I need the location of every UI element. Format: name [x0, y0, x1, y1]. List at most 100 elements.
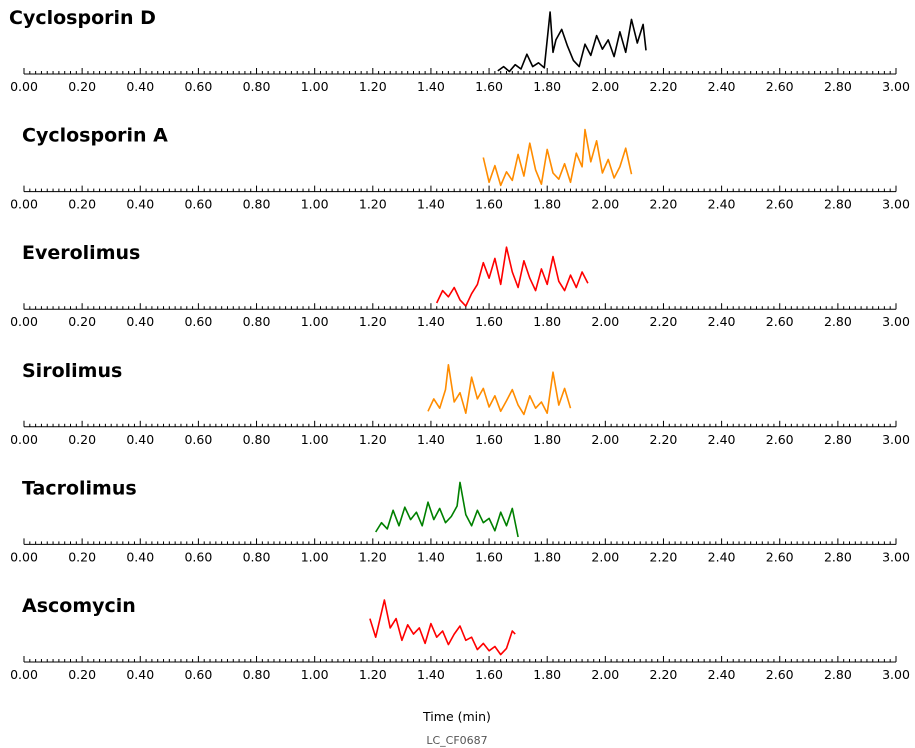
x-tick-label: 0.00	[10, 549, 38, 564]
x-tick-label: 1.20	[359, 314, 387, 329]
x-tick-label: 2.60	[766, 667, 794, 682]
x-tick-label: 0.80	[243, 549, 271, 564]
x-tick-label: 3.00	[882, 79, 910, 94]
x-tick-label: 1.80	[533, 197, 561, 212]
x-tick-label: 2.80	[824, 667, 852, 682]
x-tick-label: 1.60	[475, 79, 503, 94]
x-tick-label: 2.60	[766, 549, 794, 564]
panel-sirolimus: Sirolimus 0.00 0.20 0.40 0.60 0.80 1.00 1.20 1.4…	[10, 360, 910, 447]
panel-title: Sirolimus	[22, 360, 122, 382]
x-tick-label: 1.40	[417, 197, 445, 212]
panel-title: Ascomycin	[22, 595, 136, 617]
figure-code: LC_CF0687	[426, 734, 487, 747]
x-tick-label: 0.40	[126, 314, 154, 329]
x-tick-label: 0.00	[10, 667, 38, 682]
x-tick-label: 2.40	[708, 197, 736, 212]
x-tick-label: 2.80	[824, 432, 852, 447]
x-tick-label: 2.40	[708, 667, 736, 682]
x-tick-label: 1.20	[359, 667, 387, 682]
x-tick-label: 0.40	[126, 667, 154, 682]
x-tick-label: 2.00	[591, 549, 619, 564]
x-tick-label: 0.00	[10, 432, 38, 447]
panel-title: Tacrolimus	[22, 477, 137, 499]
x-tick-label: 1.80	[533, 79, 561, 94]
x-tick-label: 1.80	[533, 549, 561, 564]
x-tick-label: 0.60	[184, 667, 212, 682]
x-tick-label: 2.00	[591, 314, 619, 329]
x-tick-label: 1.20	[359, 549, 387, 564]
x-tick-label: 0.20	[68, 549, 96, 564]
x-tick-label: 0.40	[126, 549, 154, 564]
x-tick-label: 1.40	[417, 432, 445, 447]
x-tick-label: 0.60	[184, 432, 212, 447]
x-tick-label: 1.00	[301, 79, 329, 94]
x-tick-label: 0.60	[184, 79, 212, 94]
x-tick-label: 3.00	[882, 314, 910, 329]
x-tick-label: 2.00	[591, 667, 619, 682]
x-tick-label: 1.20	[359, 79, 387, 94]
x-tick-label: 0.00	[10, 79, 38, 94]
x-tick-label: 0.20	[68, 197, 96, 212]
series-trace	[497, 11, 647, 73]
x-tick-label: 0.00	[10, 197, 38, 212]
x-tick-label: 1.20	[359, 197, 387, 212]
x-tick-label: 1.20	[359, 432, 387, 447]
x-tick-label: 1.80	[533, 667, 561, 682]
x-tick-label: 2.00	[591, 432, 619, 447]
series-trace	[435, 246, 589, 307]
x-tick-label: 0.80	[243, 197, 271, 212]
x-tick-label: 3.00	[882, 432, 910, 447]
x-tick-label: 0.20	[68, 79, 96, 94]
x-tick-label: 0.40	[126, 432, 154, 447]
x-tick-label: 1.60	[475, 549, 503, 564]
x-tick-label: 1.00	[301, 432, 329, 447]
x-tick-label: 2.60	[766, 197, 794, 212]
x-tick-label: 2.40	[708, 432, 736, 447]
x-tick-label: 1.00	[301, 549, 329, 564]
x-tick-label: 0.80	[243, 79, 271, 94]
x-tick-label: 2.20	[650, 549, 678, 564]
x-tick-label: 1.40	[417, 667, 445, 682]
panel-title: Cyclosporin A	[22, 125, 168, 147]
x-tick-label: 2.60	[766, 79, 794, 94]
x-tick-label: 2.20	[650, 667, 678, 682]
x-tick-label: 1.80	[533, 314, 561, 329]
x-tick-label: 2.80	[824, 79, 852, 94]
x-tick-label: 0.60	[184, 549, 212, 564]
x-tick-label: 2.20	[650, 79, 678, 94]
x-tick-label: 0.20	[68, 314, 96, 329]
series-trace	[482, 128, 633, 187]
x-tick-label: 2.60	[766, 314, 794, 329]
x-tick-label: 0.40	[126, 197, 154, 212]
x-tick-label: 2.00	[591, 79, 619, 94]
x-tick-label: 0.60	[184, 314, 212, 329]
x-tick-label: 0.80	[243, 667, 271, 682]
x-tick-label: 0.80	[243, 314, 271, 329]
panel-title: Cyclosporin D	[9, 7, 156, 29]
x-tick-label: 2.80	[824, 197, 852, 212]
x-tick-label: 1.60	[475, 197, 503, 212]
x-tick-label: 0.40	[126, 79, 154, 94]
x-tick-label: 1.40	[417, 549, 445, 564]
x-tick-label: 2.60	[766, 432, 794, 447]
series-trace	[375, 481, 519, 538]
x-tick-label: 0.80	[243, 432, 271, 447]
x-tick-label: 0.20	[68, 667, 96, 682]
panel-ascomycin: Ascomycin 0.00 0.20 0.40 0.60 0.80 1.00 1.20 1.4…	[10, 595, 910, 682]
x-tick-label: 2.40	[708, 314, 736, 329]
x-tick-label: 1.40	[417, 314, 445, 329]
x-axis-label: Time (min)	[422, 709, 491, 724]
x-tick-label: 1.00	[301, 667, 329, 682]
x-tick-label: 1.60	[475, 667, 503, 682]
x-tick-label: 2.80	[824, 549, 852, 564]
x-tick-label: 0.00	[10, 314, 38, 329]
x-tick-label: 3.00	[882, 549, 910, 564]
series-trace	[369, 599, 516, 656]
x-tick-label: 0.20	[68, 432, 96, 447]
panel-title: Everolimus	[22, 242, 140, 264]
panel-cyclosporin-d: Cyclosporin D 0.00 0.20 0.40 0.60 0.80 1.00 1.2…	[9, 7, 910, 94]
x-tick-label: 3.00	[882, 197, 910, 212]
x-tick-label: 0.60	[184, 197, 212, 212]
x-tick-label: 1.80	[533, 432, 561, 447]
